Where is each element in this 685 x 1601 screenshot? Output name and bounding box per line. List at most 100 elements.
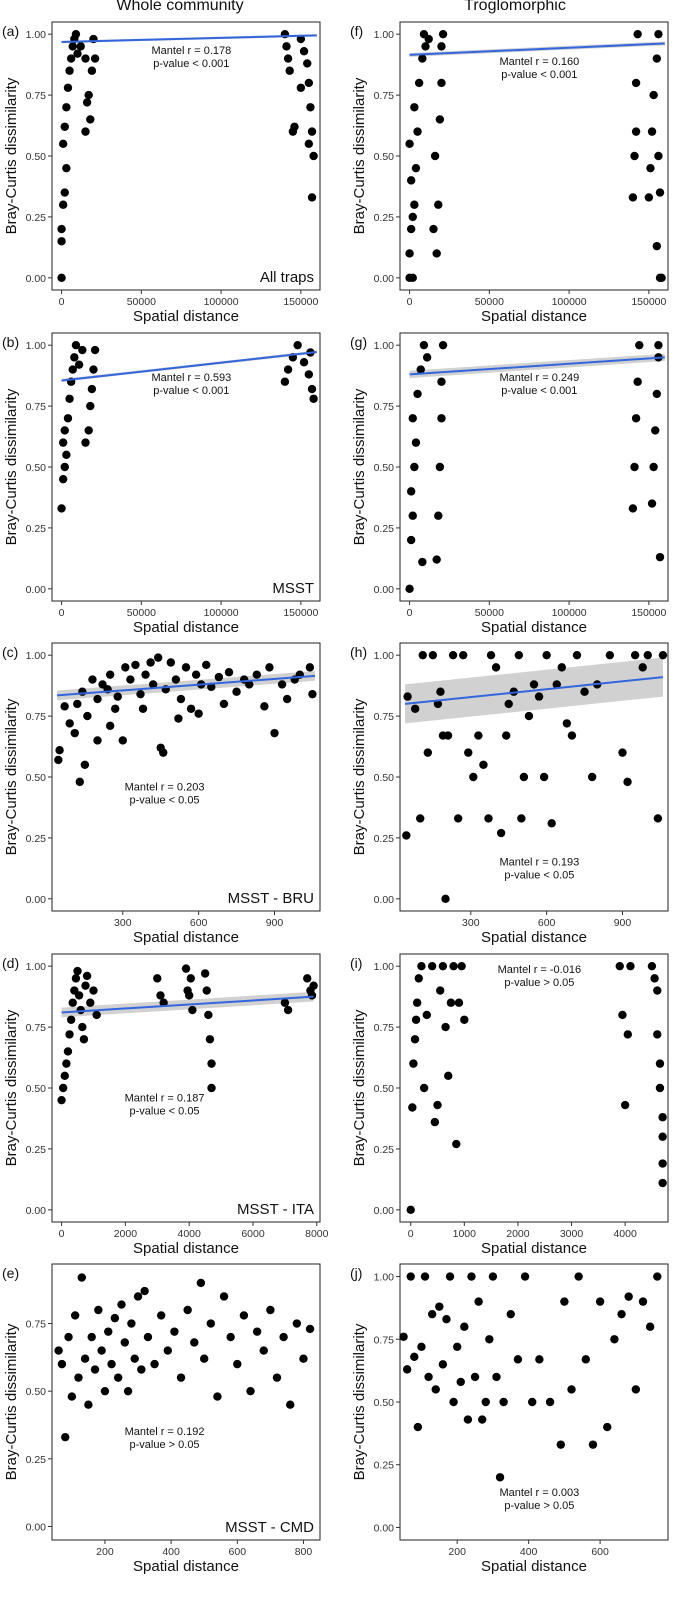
data-point xyxy=(633,377,642,386)
data-point xyxy=(412,998,422,1007)
y-axis-label: Bray-Curtis dissimilarity xyxy=(3,1323,20,1480)
data-point xyxy=(433,699,443,709)
p-value: p-value > 0.05 xyxy=(130,1439,200,1451)
data-point xyxy=(86,401,95,411)
data-point xyxy=(399,1332,408,1341)
data-point xyxy=(196,1278,206,1288)
data-point xyxy=(57,273,66,283)
data-point xyxy=(617,1309,626,1319)
data-point xyxy=(191,670,201,679)
data-point xyxy=(68,365,77,374)
panel-f: (f) 0.00 0.25 0.50 0.75 1.00 0 50000 100000 15000… xyxy=(350,21,669,325)
data-point xyxy=(186,974,195,983)
y-axis-label: Bray-Curtis dissimilarity xyxy=(351,388,368,545)
y-axis-label: Bray-Curtis dissimilarity xyxy=(3,698,20,855)
x-tick-label: 2000 xyxy=(114,1228,138,1240)
data-point xyxy=(156,991,165,1000)
data-point xyxy=(416,365,425,374)
data-point xyxy=(474,1297,483,1306)
data-point xyxy=(411,438,421,447)
data-point xyxy=(290,122,299,131)
panel-c: (c) 0.00 0.25 0.50 0.75 1.00 300 600 900 Spatial … xyxy=(2,642,321,946)
data-point xyxy=(62,450,71,460)
data-point xyxy=(658,1113,667,1122)
data-point xyxy=(70,353,79,362)
data-point xyxy=(429,224,438,234)
data-point xyxy=(618,1010,627,1020)
y-tick-label: 0.00 xyxy=(26,1205,47,1217)
p-value: p-value < 0.05 xyxy=(130,794,200,806)
data-point xyxy=(630,151,639,161)
data-point xyxy=(170,1327,179,1336)
data-point xyxy=(213,1392,222,1401)
data-point xyxy=(73,699,82,709)
data-point xyxy=(71,29,81,39)
x-axis-label: Spatial distance xyxy=(481,929,587,946)
y-tick-label: 0.50 xyxy=(26,1083,47,1095)
data-point xyxy=(219,1292,229,1301)
data-point xyxy=(618,748,627,757)
data-point xyxy=(105,721,115,731)
x-tick-label: 0 xyxy=(408,1228,414,1240)
data-point xyxy=(130,1354,139,1363)
data-point xyxy=(307,991,317,1000)
mantel-r: Mantel r = 0.160 xyxy=(499,56,579,68)
data-point xyxy=(653,1030,662,1039)
data-point xyxy=(574,1272,583,1281)
data-point xyxy=(265,663,274,672)
data-point xyxy=(456,1377,465,1387)
y-tick-label: 0.75 xyxy=(374,90,395,102)
mantel-r: Mantel r = 0.003 xyxy=(499,1487,579,1499)
data-point xyxy=(84,1400,93,1409)
data-point xyxy=(78,345,87,355)
data-point xyxy=(81,981,90,990)
data-point xyxy=(436,986,445,995)
data-point xyxy=(657,273,666,283)
data-point xyxy=(60,122,69,131)
data-point xyxy=(304,78,314,88)
p-value: p-value < 0.001 xyxy=(153,385,229,397)
data-point xyxy=(479,760,488,770)
data-point xyxy=(454,998,464,1007)
data-point xyxy=(245,680,254,689)
data-point xyxy=(647,961,657,971)
data-point xyxy=(405,139,414,149)
data-point xyxy=(520,1272,530,1281)
data-point xyxy=(588,1440,598,1449)
y-tick-label: 0.25 xyxy=(26,1454,47,1466)
data-point xyxy=(438,340,448,350)
y-tick-label: 0.25 xyxy=(26,833,47,845)
data-point xyxy=(438,1360,448,1369)
trend-line xyxy=(61,995,314,1014)
data-point xyxy=(156,1311,166,1320)
data-point xyxy=(417,961,426,971)
data-point xyxy=(408,1103,417,1112)
data-point xyxy=(446,998,456,1007)
data-point xyxy=(410,704,420,713)
x-tick-label: 0 xyxy=(59,1228,65,1240)
data-point xyxy=(76,42,85,51)
data-point xyxy=(463,1415,473,1424)
data-point xyxy=(94,1305,103,1315)
data-point xyxy=(57,237,66,246)
data-point xyxy=(74,360,84,369)
plot-frame xyxy=(399,332,669,602)
data-point xyxy=(408,212,417,222)
data-point xyxy=(77,1273,86,1282)
data-point xyxy=(650,974,659,983)
data-point xyxy=(110,1313,120,1323)
y-tick-label: 0.25 xyxy=(26,1144,47,1156)
data-point xyxy=(58,438,68,447)
x-tick-label: 900 xyxy=(614,917,632,929)
data-point xyxy=(605,650,615,660)
data-point xyxy=(545,1397,555,1407)
data-point xyxy=(410,1035,420,1044)
plot-frame xyxy=(51,21,321,291)
data-point xyxy=(410,103,419,112)
data-point xyxy=(186,704,196,713)
y-tick-label: 0.75 xyxy=(374,1334,395,1346)
trend-line xyxy=(56,674,316,697)
data-point xyxy=(631,414,641,423)
data-point xyxy=(199,1354,209,1363)
